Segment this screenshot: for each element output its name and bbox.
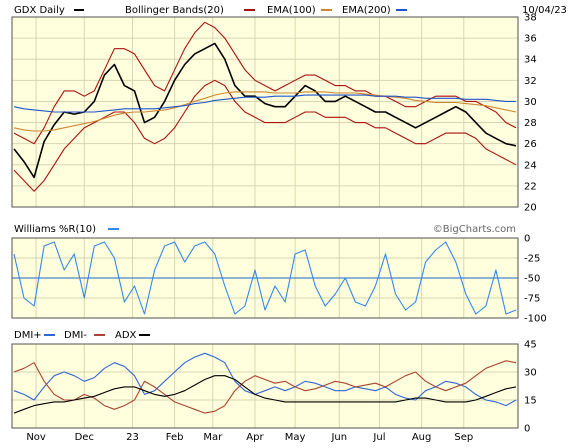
legend-price-label: GDX Daily (14, 5, 65, 16)
series-line-williams-r-10 (13, 241, 517, 315)
y-tick-label-williams: -100 (524, 314, 547, 325)
x-tick-label: Jun (330, 432, 347, 443)
y-tick-label-price: 22 (524, 181, 537, 192)
x-tick-label: May (285, 432, 306, 443)
y-tick-label-price: 20 (524, 203, 537, 214)
x-tick-label: Aug (412, 432, 432, 443)
y-tick-label-price: 34 (524, 55, 537, 66)
dmi-panel (12, 344, 518, 428)
y-tick-label-williams: -50 (524, 274, 540, 285)
y-tick-label-price: 26 (524, 139, 537, 150)
series-layer (12, 21, 518, 414)
williams-panel-frame (11, 237, 519, 319)
series-line-ema-100 (13, 91, 517, 132)
dmi-legend: DMI+ DMI- ADX (14, 330, 150, 341)
y-tick-label-dmi: 15 (524, 396, 537, 407)
x-tick-label: Nov (26, 432, 46, 443)
price-panel-frame (11, 16, 519, 208)
x-tick-label: Jul (372, 432, 385, 443)
series-line-dmi (13, 360, 517, 414)
y-tick-label-price: 24 (524, 160, 537, 171)
legend-ema100-label: EMA(100) (267, 5, 316, 16)
y-tick-label-price: 28 (524, 118, 537, 129)
y-tick-label-williams: -75 (524, 294, 540, 305)
series-line-adx (13, 375, 517, 414)
x-tick-label: 23 (126, 432, 139, 443)
y-tick-label-williams: 0 (524, 234, 530, 245)
x-tick-label: Dec (75, 432, 94, 443)
legend-bollinger-label: Bollinger Bands(20) (125, 5, 224, 16)
legend-dmi-minus-label: DMI- (64, 330, 87, 341)
x-tick-label: Apr (246, 432, 264, 443)
y-tick-label-price: 36 (524, 34, 537, 45)
legend-dmi-plus-label: DMI+ (14, 330, 42, 341)
x-tick-label: Sep (454, 432, 473, 443)
williams-legend: Williams %R(10) ©BigCharts.com (14, 224, 516, 235)
y-tick-label-price: 30 (524, 97, 537, 108)
legend-williams-label: Williams %R(10) (14, 224, 96, 235)
legend-ema200-label: EMA(200) (342, 5, 391, 16)
legend-adx-label: ADX (115, 330, 137, 341)
y-tick-label-dmi: 30 (524, 368, 537, 379)
y-tick-label-price: 38 (524, 13, 537, 24)
price-legend: GDX Daily Bollinger Bands(20) EMA(100) E… (14, 5, 567, 16)
date-label: 10/04/23 (522, 5, 567, 16)
watermark: ©BigCharts.com (433, 224, 516, 235)
series-line-dmi (13, 352, 517, 407)
series-line-gdx-daily (13, 42, 517, 179)
x-tick-label: Feb (166, 432, 184, 443)
y-tick-label-dmi: 45 (524, 340, 537, 351)
y-tick-label-price: 32 (524, 76, 537, 87)
x-tick-label: Mar (203, 432, 223, 443)
series-line-ema-200 (13, 94, 516, 113)
y-tick-label-williams: -25 (524, 254, 540, 265)
y-tick-label-dmi: 0 (524, 424, 530, 435)
dmi-panel-frame (11, 343, 519, 429)
x-axis: Nov Dec 23 Feb Mar Apr May Jun Jul Aug Sep (26, 432, 473, 443)
